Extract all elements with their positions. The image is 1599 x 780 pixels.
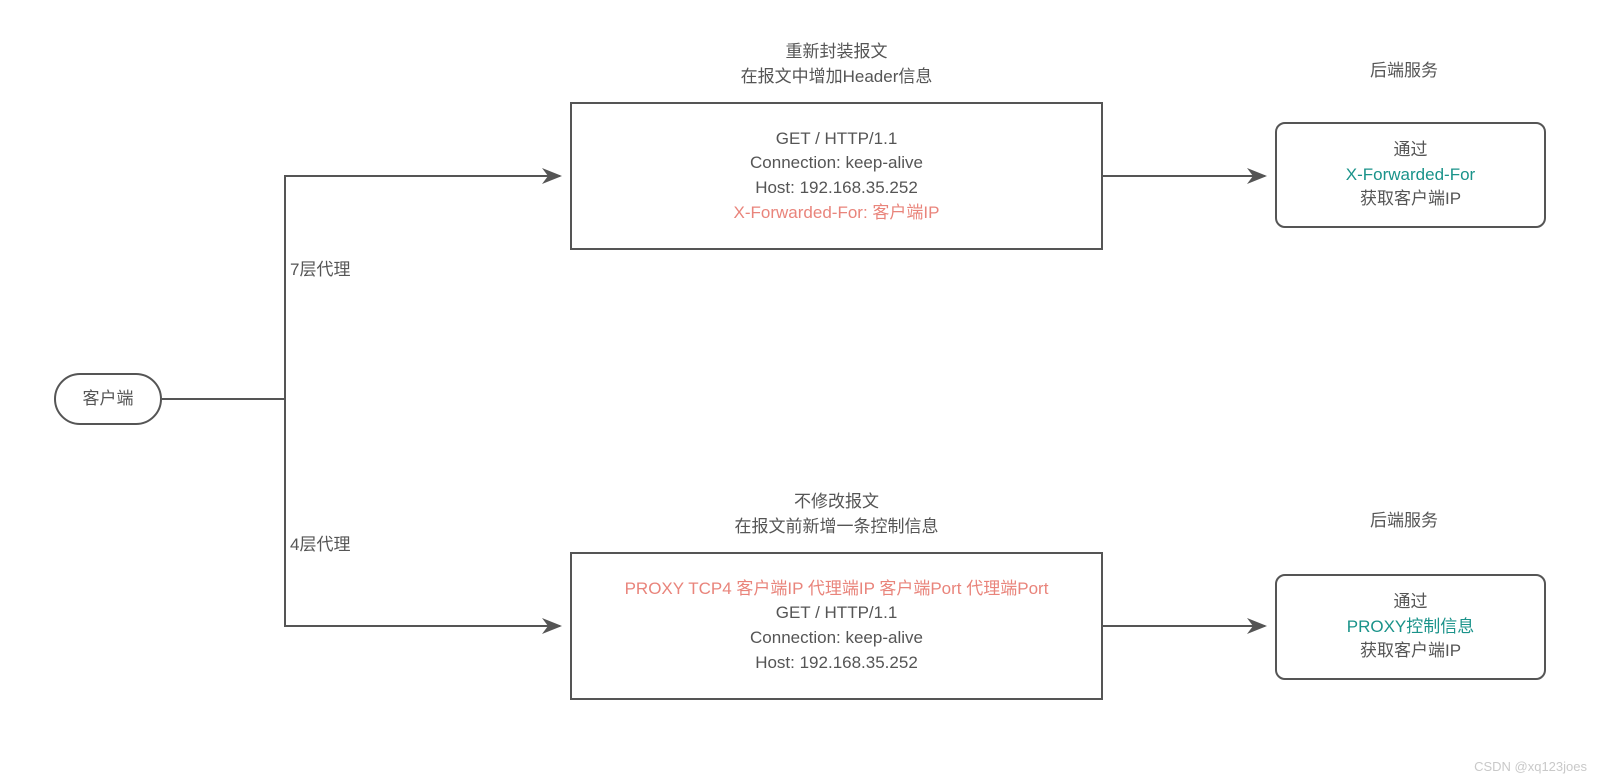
layer7-label: 7层代理 [290, 255, 350, 280]
backend-top-line1: 通过 [1394, 138, 1428, 163]
backend-top-title: 后端服务 [1370, 56, 1438, 81]
backend-box-top: 通过 X-Forwarded-For 获取客户端IP [1275, 122, 1546, 228]
proxy-top-line: Host: 192.168.35.252 [755, 176, 918, 201]
box-top-title: 重新封装报文 在报文中增加Header信息 [570, 40, 1103, 89]
connector [162, 399, 560, 626]
box-top-title-line1: 重新封装报文 [570, 40, 1103, 65]
backend-top-line3: 获取客户端IP [1360, 187, 1461, 212]
client-label: 客户端 [83, 387, 134, 412]
proxy-bottom-line: Connection: keep-alive [750, 626, 923, 651]
proxy-bottom-line: GET / HTTP/1.1 [776, 601, 898, 626]
backend-box-bottom: 通过 PROXY控制信息 获取客户端IP [1275, 574, 1546, 680]
proxy-top-line: GET / HTTP/1.1 [776, 127, 898, 152]
layer4-label: 4层代理 [290, 530, 350, 555]
watermark: CSDN @xq123joes [1474, 759, 1587, 774]
proxy-top-line: Connection: keep-alive [750, 151, 923, 176]
proxy-top-line: X-Forwarded-For: 客户端IP [734, 201, 940, 226]
backend-top-highlight: X-Forwarded-For [1346, 163, 1475, 188]
backend-bottom-title: 后端服务 [1370, 506, 1438, 531]
client-node: 客户端 [54, 373, 162, 425]
proxy-bottom-line: Host: 192.168.35.252 [755, 651, 918, 676]
proxy-bottom-line: PROXY TCP4 客户端IP 代理端IP 客户端Port 代理端Port [625, 577, 1049, 602]
connector [162, 176, 560, 399]
box-bottom-title: 不修改报文 在报文前新增一条控制信息 [570, 490, 1103, 539]
proxy-box-layer4: PROXY TCP4 客户端IP 代理端IP 客户端Port 代理端PortGE… [570, 552, 1103, 700]
box-top-title-line2: 在报文中增加Header信息 [570, 65, 1103, 90]
proxy-box-layer7: GET / HTTP/1.1Connection: keep-aliveHost… [570, 102, 1103, 250]
box-bottom-title-line1: 不修改报文 [570, 490, 1103, 515]
backend-bottom-line1: 通过 [1394, 590, 1428, 615]
backend-bottom-highlight: PROXY控制信息 [1347, 615, 1475, 640]
box-bottom-title-line2: 在报文前新增一条控制信息 [570, 515, 1103, 540]
backend-bottom-line3: 获取客户端IP [1360, 639, 1461, 664]
